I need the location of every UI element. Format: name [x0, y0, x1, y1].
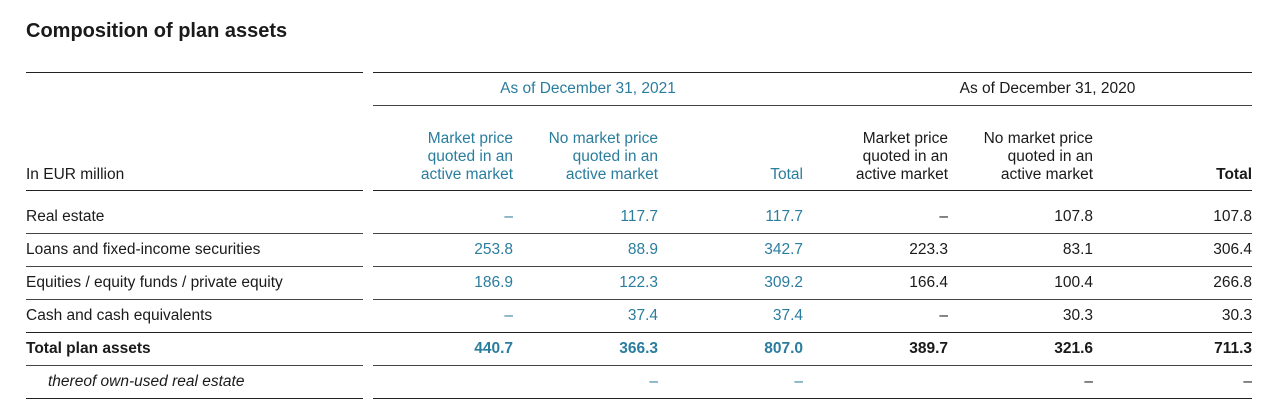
cell: 266.8	[1093, 266, 1253, 300]
cell: 807.0	[658, 332, 803, 366]
cell	[373, 365, 513, 399]
cell: 107.8	[1093, 201, 1253, 234]
cell: –	[513, 365, 658, 399]
table-row: Loans and fixed-income securities 253.8 …	[26, 233, 1253, 267]
cell: –	[1093, 365, 1253, 399]
row-gap	[363, 201, 373, 234]
cell: 122.3	[513, 266, 658, 300]
cell: 253.8	[373, 233, 513, 267]
row-gap	[363, 299, 373, 333]
row-gap	[363, 234, 373, 267]
plan-assets-table-container: As of December 31, 2021 As of December 3…	[26, 72, 1253, 399]
period-header-2021: As of December 31, 2021	[373, 72, 803, 106]
cell: 100.4	[948, 266, 1093, 300]
table-title: Composition of plan assets	[26, 20, 288, 42]
cell: –	[803, 299, 948, 333]
cell: 711.3	[1093, 332, 1253, 366]
cell	[803, 365, 948, 399]
col-header-2021-total: Total	[658, 105, 803, 191]
cell: –	[948, 365, 1093, 399]
cell: 30.3	[1093, 299, 1253, 333]
cell: 166.4	[803, 266, 948, 300]
header-empty-cell	[26, 72, 363, 106]
column-header-row: In EUR million Market price quoted in an a…	[26, 105, 1253, 191]
cell: 30.3	[948, 299, 1093, 333]
cell: –	[373, 201, 513, 234]
cell: 389.7	[803, 332, 948, 366]
row-label: Equities / equity funds / private equity	[26, 266, 363, 300]
period-header-2020: As of December 31, 2020	[803, 72, 1253, 106]
period-header-row: As of December 31, 2021 As of December 3…	[26, 72, 1253, 106]
row-gap	[363, 267, 373, 300]
table-row: Cash and cash equivalents – 37.4 37.4 – …	[26, 299, 1253, 333]
cell: 366.3	[513, 332, 658, 366]
cell: –	[658, 365, 803, 399]
col-header-2020-market-quoted: Market price quoted in an active market	[803, 105, 948, 191]
col-header-2020-total: Total	[1093, 105, 1253, 191]
row-label: Loans and fixed-income securities	[26, 233, 363, 267]
row-label: Real estate	[26, 201, 363, 234]
cell: 342.7	[658, 233, 803, 267]
row-label: Total plan assets	[26, 332, 363, 366]
cell: 37.4	[658, 299, 803, 333]
plan-assets-table: As of December 31, 2021 As of December 3…	[26, 72, 1253, 399]
cell: 309.2	[658, 266, 803, 300]
cell: 186.9	[373, 266, 513, 300]
row-label: thereof own-used real estate	[26, 365, 363, 399]
cell: 117.7	[658, 201, 803, 234]
row-label: Cash and cash equivalents	[26, 299, 363, 333]
row-gap	[363, 333, 373, 366]
cell: –	[373, 299, 513, 333]
cell: –	[803, 201, 948, 234]
table-row: Real estate – 117.7 117.7 – 107.8 107.8	[26, 201, 1253, 234]
spacer-row	[26, 191, 1252, 202]
row-gap	[363, 366, 373, 399]
header-gap	[363, 106, 373, 191]
col-header-2020-no-market-price: No market price quoted in an active market	[948, 105, 1093, 191]
cell: 107.8	[948, 201, 1093, 234]
cell: 440.7	[373, 332, 513, 366]
cell: 223.3	[803, 233, 948, 267]
cell: 117.7	[513, 201, 658, 234]
table-row: thereof own-used real estate – – – –	[26, 365, 1253, 399]
cell: 306.4	[1093, 233, 1253, 267]
col-header-2021-market-quoted: Market price quoted in an active market	[373, 105, 513, 191]
cell: 37.4	[513, 299, 658, 333]
cell: 88.9	[513, 233, 658, 267]
cell: 83.1	[948, 233, 1093, 267]
unit-label: In EUR million	[26, 105, 363, 191]
table-row: Equities / equity funds / private equity…	[26, 266, 1253, 300]
cell: 321.6	[948, 332, 1093, 366]
col-header-2021-no-market-price: No market price quoted in an active market	[513, 105, 658, 191]
header-gap	[363, 73, 373, 106]
total-row: Total plan assets 440.7 366.3 807.0 389.…	[26, 332, 1253, 366]
